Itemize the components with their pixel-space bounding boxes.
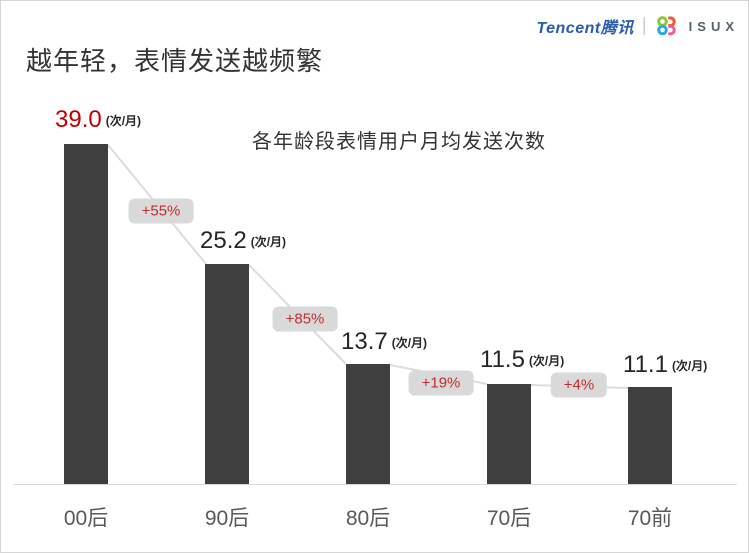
category-label-70hou: 70后	[486, 507, 532, 530]
value-label-90hou: 25.2 (次/月)	[200, 227, 287, 254]
value-number: 11.5	[480, 346, 525, 373]
value-unit: (次/月)	[250, 235, 287, 249]
category-label-70qian: 70前	[627, 507, 673, 530]
bar-90hou	[205, 264, 249, 484]
value-unit: (次/月)	[105, 114, 142, 128]
value-number: 13.7	[341, 328, 388, 355]
bar-00hou	[64, 144, 108, 484]
growth-badge-55: +55%	[128, 198, 194, 224]
value-label-70hou: 11.5 (次/月)	[480, 346, 565, 373]
value-number: 11.1	[623, 351, 668, 378]
logo-divider: |	[641, 15, 647, 36]
isux-flower-icon	[655, 15, 679, 37]
category-label-80hou: 80后	[345, 507, 391, 530]
growth-badge-85: +85%	[272, 306, 338, 332]
value-unit: (次/月)	[391, 336, 428, 350]
value-label-80hou: 13.7 (次/月)	[341, 328, 428, 355]
logo: Tencent腾讯 | ISUX	[536, 14, 739, 38]
bar-70qian	[628, 387, 672, 484]
x-axis-line	[14, 484, 737, 485]
chart-title: 各年龄段表情用户月均发送次数	[252, 131, 546, 153]
bar-80hou	[346, 364, 390, 484]
category-label-90hou: 90后	[204, 507, 250, 530]
tencent-logo: Tencent腾讯	[536, 20, 634, 37]
value-number: 25.2	[200, 227, 247, 254]
page-title: 越年轻，表情发送越频繁	[26, 46, 324, 76]
value-unit: (次/月)	[671, 359, 708, 373]
value-number: 39.0	[55, 106, 102, 133]
category-label-00hou: 00后	[63, 507, 109, 530]
value-label-00hou: 39.0 (次/月)	[55, 106, 142, 133]
bar-70hou	[487, 384, 531, 484]
isux-logo: ISUX	[688, 18, 739, 34]
value-unit: (次/月)	[528, 354, 565, 368]
value-label-70qian: 11.1 (次/月)	[623, 351, 708, 378]
growth-badge-4: +4%	[550, 372, 608, 398]
growth-badge-19: +19%	[408, 370, 474, 396]
